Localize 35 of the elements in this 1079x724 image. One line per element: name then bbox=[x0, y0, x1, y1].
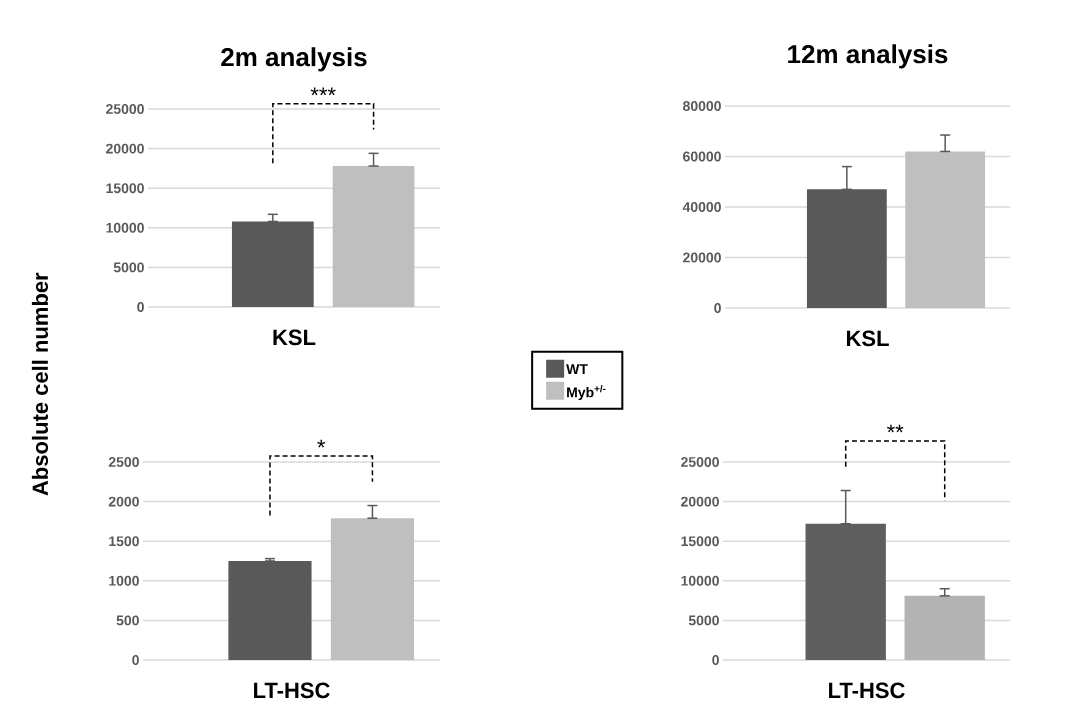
text: *** bbox=[310, 87, 336, 96]
y-tick-label: 15000 bbox=[106, 183, 144, 194]
y-tick-label: 1000 bbox=[109, 575, 139, 586]
y-tick-label: 20000 bbox=[683, 252, 721, 263]
x-axis-title: LT-HSC bbox=[829, 682, 905, 699]
y-tick-label: 40000 bbox=[682, 202, 721, 212]
y-tick-label: 10000 bbox=[681, 575, 719, 586]
legend-label: Myb$^{+/-}$ bbox=[567, 384, 606, 401]
y-tick-label: 20000 bbox=[681, 496, 719, 507]
y-tick-label: 10000 bbox=[106, 222, 144, 233]
text: * bbox=[317, 439, 326, 448]
y-tick-label: 25000 bbox=[681, 457, 719, 467]
y-tick-label: 5000 bbox=[113, 262, 144, 273]
x-axis-title: KSL bbox=[846, 330, 889, 347]
y-tick-label: 15000 bbox=[681, 536, 719, 547]
y-tick-label: 2500 bbox=[108, 457, 139, 467]
y-tick-label: 2000 bbox=[108, 496, 139, 507]
y-tick-label: 20000 bbox=[106, 143, 144, 154]
y-tick-label: 0 bbox=[714, 303, 721, 313]
y-tick-label: 60000 bbox=[683, 151, 721, 162]
y-tick-label: 25000 bbox=[106, 104, 144, 114]
text: ** bbox=[887, 424, 904, 433]
y-tick-label: 1500 bbox=[109, 536, 139, 547]
y-tick-label: 80000 bbox=[683, 101, 721, 111]
x-axis-title: LT-HSC bbox=[254, 682, 330, 699]
y-tick-label: 500 bbox=[116, 615, 139, 626]
chart-title: 2m analysis bbox=[221, 47, 367, 72]
y-axis-title: Absolute cell number bbox=[31, 272, 49, 496]
y-tick-label: 5000 bbox=[688, 615, 719, 626]
y-tick-label: 0 bbox=[137, 302, 144, 312]
y-tick-label: 0 bbox=[132, 655, 139, 665]
y-tick-label: 0 bbox=[712, 655, 719, 665]
x-axis-title: KSL bbox=[273, 329, 316, 346]
legend-label: WT bbox=[566, 364, 588, 374]
chart-title: 12m analysis bbox=[788, 44, 948, 69]
